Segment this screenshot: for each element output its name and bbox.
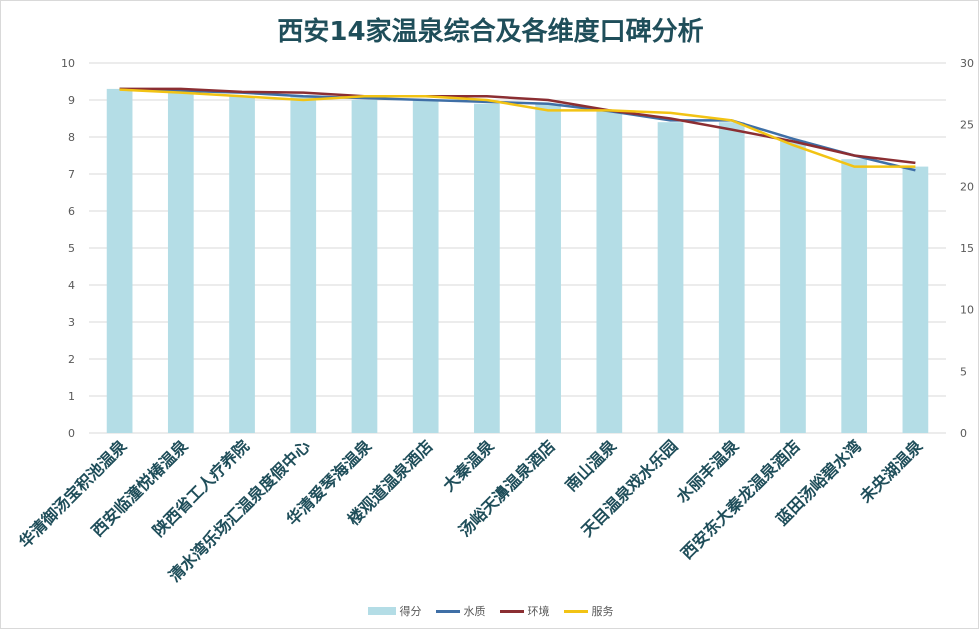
bar xyxy=(596,111,623,433)
category-label: 华清御汤宝积池温泉 xyxy=(15,436,131,552)
y2-tick-label: 10 xyxy=(960,304,974,317)
y-tick-label: 8 xyxy=(68,131,75,144)
category-label: 南山温泉 xyxy=(561,436,620,495)
y-tick-label: 7 xyxy=(68,168,75,181)
y2-tick-label: 5 xyxy=(960,365,967,378)
legend-label: 水质 xyxy=(463,605,486,618)
bar xyxy=(412,100,439,433)
y-tick-label: 1 xyxy=(68,390,75,403)
legend-swatch xyxy=(367,607,396,615)
bar xyxy=(351,100,378,433)
y-tick-label: 3 xyxy=(68,316,75,329)
legend-swatch xyxy=(499,609,524,613)
legend-label: 服务 xyxy=(591,605,614,618)
series-line xyxy=(119,88,916,168)
legend-label: 得分 xyxy=(399,605,422,618)
y-tick-label: 4 xyxy=(68,279,75,292)
legend-swatch xyxy=(563,609,588,613)
y-tick-label: 0 xyxy=(68,427,75,440)
legend-label: 环境 xyxy=(527,605,550,618)
chart-svg: 012345678910051015202530华清御汤宝积池温泉西安临潼悦椿温… xyxy=(15,57,974,586)
chart-title: 西安14家温泉综合及各维度口碑分析 xyxy=(277,17,704,47)
bar xyxy=(535,103,561,433)
legend-item: 水质 xyxy=(435,603,486,619)
y-tick-label: 10 xyxy=(61,57,75,70)
bar xyxy=(780,140,806,433)
y2-tick-label: 15 xyxy=(960,242,974,255)
bar xyxy=(106,88,133,434)
y-tick-label: 9 xyxy=(68,94,75,107)
legend-swatch xyxy=(435,609,460,613)
y2-tick-label: 0 xyxy=(960,427,967,440)
category-label: 大秦温泉 xyxy=(439,436,498,495)
y2-tick-label: 30 xyxy=(960,57,974,70)
y2-tick-label: 20 xyxy=(960,180,974,193)
category-label: 西安东大秦龙温泉酒店 xyxy=(677,436,804,563)
bar xyxy=(474,103,500,433)
category-label: 未央湖温泉 xyxy=(855,436,926,507)
series-line xyxy=(119,87,916,165)
bar xyxy=(657,122,684,433)
legend-item: 环境 xyxy=(499,603,550,619)
bar xyxy=(718,122,745,433)
legend-item: 服务 xyxy=(563,603,614,619)
legend-item: 得分 xyxy=(367,603,422,619)
bar xyxy=(290,96,317,434)
bar xyxy=(841,159,868,433)
bar xyxy=(167,92,194,433)
y-tick-label: 5 xyxy=(68,242,75,255)
bar xyxy=(902,166,929,433)
y-tick-label: 6 xyxy=(68,205,75,218)
y2-tick-label: 25 xyxy=(960,119,974,132)
bar xyxy=(229,96,255,434)
y-tick-label: 2 xyxy=(68,353,75,366)
chart-legend: 得分 水质 环境 服务 xyxy=(1,603,979,619)
